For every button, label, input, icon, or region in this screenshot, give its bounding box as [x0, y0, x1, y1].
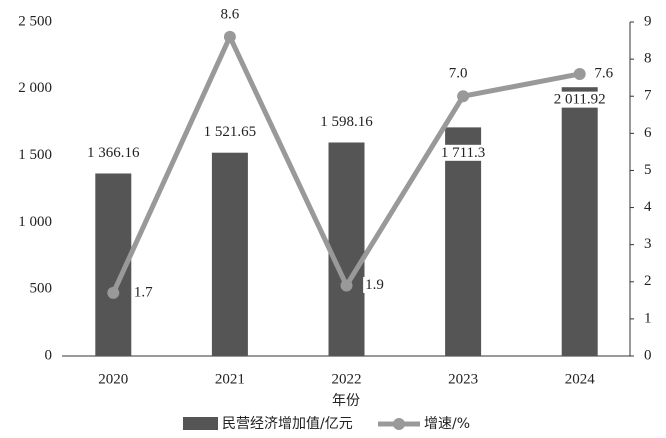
bar	[445, 127, 482, 356]
y-tick-label: 1 500	[18, 147, 52, 163]
y2-tick-label: 1	[644, 310, 652, 326]
label-background	[592, 65, 616, 82]
bar	[328, 142, 365, 356]
line-marker	[340, 279, 353, 292]
bar-value-label: 1 711.3	[441, 145, 485, 161]
legend-marker	[393, 418, 405, 430]
y2-tick-label: 9	[644, 13, 652, 29]
x-tick-label: 2024	[565, 371, 596, 387]
y2-tick-label: 2	[644, 273, 652, 289]
label-background	[446, 65, 470, 82]
y2-tick-label: 4	[644, 199, 652, 215]
x-tick-label: 2022	[332, 371, 362, 387]
label-background	[201, 124, 259, 141]
line-value-label: 1.9	[365, 277, 384, 293]
bar-value-label: 1 598.16	[320, 114, 373, 130]
label-background	[438, 144, 488, 161]
line-marker	[223, 30, 236, 43]
y2-tick-label: 5	[644, 162, 652, 178]
bar	[211, 152, 248, 356]
x-tick-label: 2023	[448, 371, 478, 387]
y2-tick-label: 8	[644, 51, 652, 67]
line-value-label: 7.6	[594, 65, 613, 81]
bar-value-label: 1 521.65	[204, 124, 257, 140]
y-tick-label: 2 000	[18, 80, 52, 96]
line-value-label: 1.7	[134, 284, 153, 300]
legend-swatch	[183, 417, 218, 430]
line-marker	[573, 67, 586, 80]
legend-label: 增速/%	[424, 416, 470, 432]
x-tick-label: 2021	[215, 371, 245, 387]
y-tick-label: 1 000	[18, 214, 52, 230]
x-axis-label: 年份	[332, 393, 360, 409]
y-tick-label: 0	[45, 347, 53, 363]
line-value-label: 7.0	[449, 66, 468, 82]
bar-value-label: 2 011.92	[554, 92, 606, 108]
line-marker	[457, 90, 470, 103]
line-marker	[107, 286, 120, 299]
label-background	[218, 6, 242, 23]
y2-tick-label: 0	[644, 347, 652, 363]
bar	[561, 87, 598, 356]
label-background	[318, 113, 376, 130]
y2-tick-label: 7	[644, 88, 652, 104]
y2-tick-label: 3	[644, 236, 652, 252]
label-background	[131, 284, 156, 301]
y-tick-label: 2 500	[18, 13, 52, 29]
line-value-label: 8.6	[221, 6, 240, 22]
y2-tick-label: 6	[644, 125, 652, 141]
label-background	[85, 144, 143, 161]
x-tick-label: 2020	[98, 371, 128, 387]
label-background	[551, 91, 608, 108]
bar-value-label: 1 366.16	[87, 145, 140, 161]
y-tick-label: 500	[30, 281, 53, 297]
legend-label: 民营经济增加值/亿元	[222, 416, 353, 432]
label-background	[363, 276, 386, 293]
